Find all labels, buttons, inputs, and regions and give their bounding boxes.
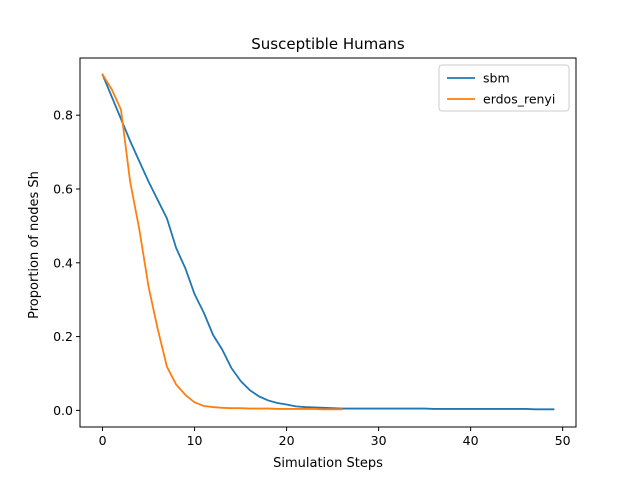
series-line-sbm (101, 73, 555, 411)
y-tick-label: 0.6 (53, 181, 73, 196)
legend: sbm erdos_renyi (438, 64, 570, 112)
x-tick-label: 30 (371, 433, 387, 448)
plot-area: 0 10 20 30 40 50 0.0 0.2 0.4 0.6 0.8 (53, 57, 577, 448)
axes-frame (79, 57, 577, 428)
legend-label-erdos-renyi: erdos_renyi (483, 92, 555, 107)
x-tick-label: 0 (99, 433, 107, 448)
y-tick-label: 0.0 (53, 403, 73, 418)
x-tick-label: 40 (463, 433, 479, 448)
legend-label-sbm: sbm (483, 71, 510, 86)
x-tick-label: 10 (187, 433, 203, 448)
y-axis-label: Proportion of nodes Sh (27, 171, 42, 319)
x-tick-label: 20 (279, 433, 295, 448)
y-tick-label: 0.4 (53, 255, 73, 270)
y-tick-label: 0.8 (53, 108, 73, 123)
x-axis-label: Simulation Steps (273, 456, 383, 471)
series-line-erdos-renyi (101, 73, 343, 411)
x-tick-label: 50 (555, 433, 571, 448)
chart-title: Susceptible Humans (251, 35, 405, 53)
y-tick-label: 0.2 (53, 329, 73, 344)
